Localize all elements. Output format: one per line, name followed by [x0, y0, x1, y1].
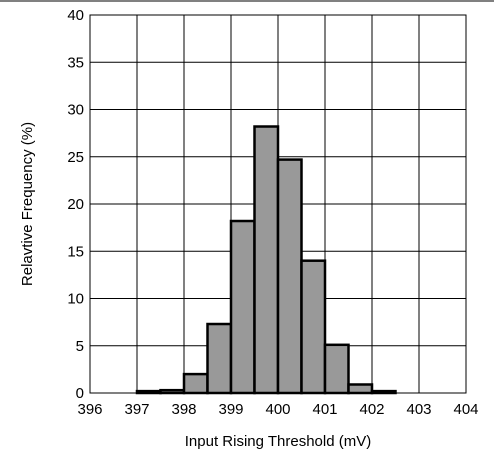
x-axis-title: Input Rising Threshold (mV): [185, 433, 371, 450]
histogram-bar: [229, 219, 256, 395]
x-tick-label: 401: [312, 401, 337, 418]
histogram-bar: [206, 322, 233, 395]
y-axis-title: Relavtive Frequency (%): [19, 122, 36, 286]
y-tick-label: 5: [76, 338, 84, 355]
x-tick-label: 403: [406, 401, 431, 418]
x-tick-label: 396: [77, 401, 102, 418]
x-tick-label: 402: [359, 401, 384, 418]
y-tick-label: 40: [67, 7, 84, 24]
x-tick-label: 399: [218, 401, 243, 418]
histogram-bar: [323, 343, 350, 395]
x-tick-label: 400: [265, 401, 290, 418]
histogram-bar: [347, 383, 374, 395]
y-tick-label: 25: [67, 149, 84, 166]
histogram-bars: [135, 125, 397, 395]
y-tick-label: 30: [67, 102, 84, 119]
x-tick-label: 404: [453, 401, 478, 418]
x-tick-labels: 396 397 398 399 400 401 402 403 404: [77, 401, 478, 418]
y-tick-label: 35: [67, 54, 84, 71]
x-tick-label: 398: [171, 401, 196, 418]
x-tick-label: 397: [124, 401, 149, 418]
histogram-bar: [253, 125, 280, 395]
y-tick-label: 20: [67, 196, 84, 213]
y-tick-label: 15: [67, 243, 84, 260]
y-tick-label: 10: [67, 291, 84, 308]
histogram-bar: [276, 158, 303, 395]
histogram-bar: [300, 259, 327, 395]
y-tick-labels: 0 5 10 15 20 25 30 35 40: [67, 7, 84, 402]
histogram-bar: [182, 372, 209, 395]
plot-frame: [89, 14, 467, 394]
y-tick-label: 0: [76, 385, 84, 402]
